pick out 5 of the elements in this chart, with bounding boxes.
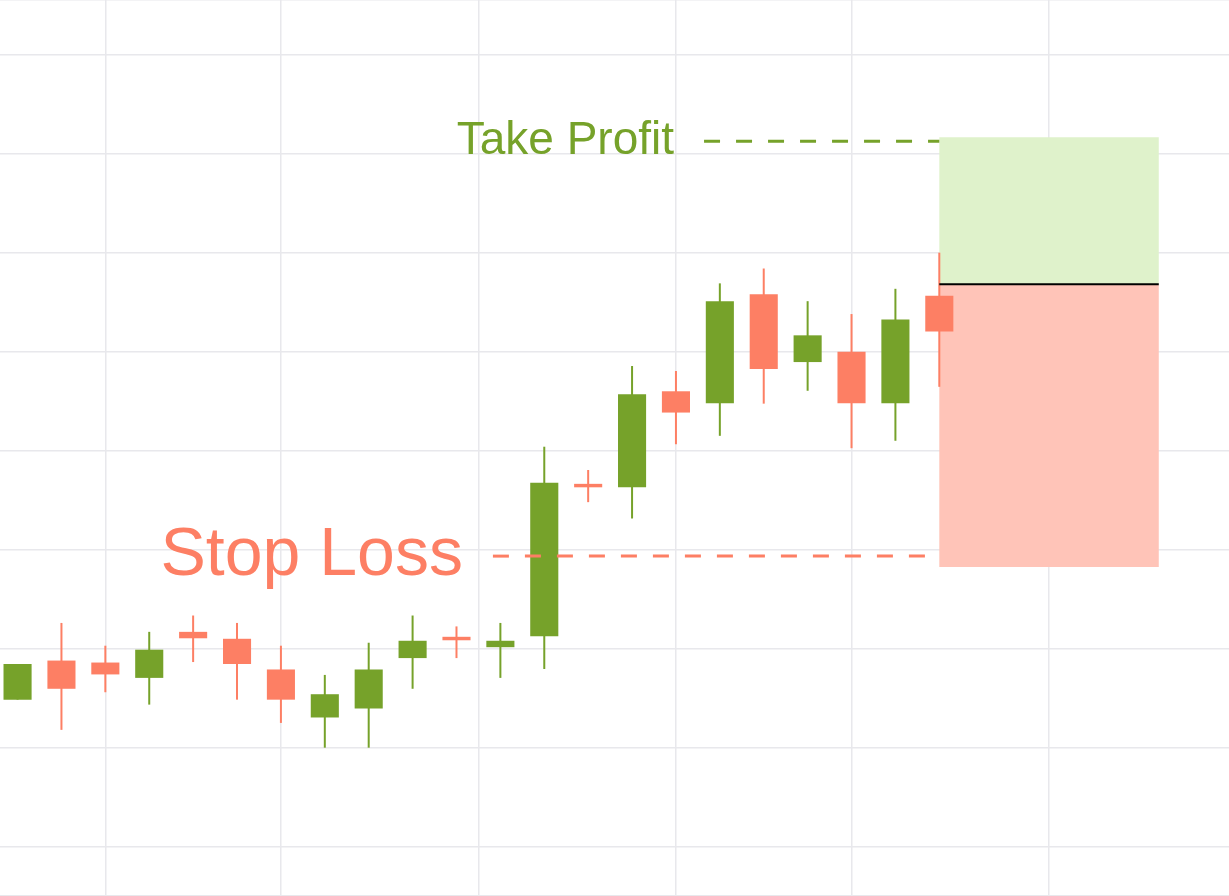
ref-line-label: Stop Loss <box>160 512 463 589</box>
ref-line-label: Take Profit <box>456 111 675 164</box>
candlestick <box>442 625 471 660</box>
candlestick <box>486 621 515 679</box>
candlestick <box>179 614 208 664</box>
